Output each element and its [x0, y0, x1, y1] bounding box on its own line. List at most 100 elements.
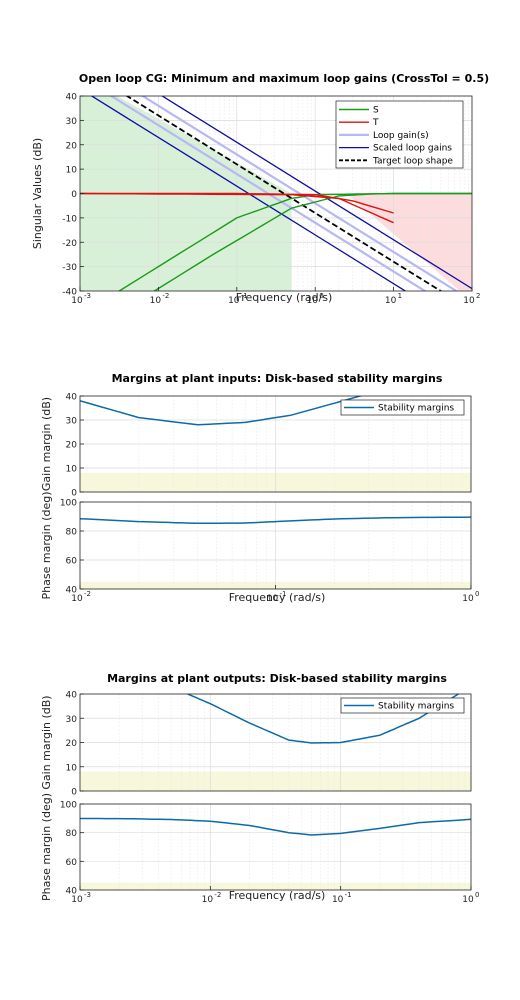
x-tick-label: 10 1: [385, 292, 402, 306]
y-tick-label: -20: [62, 239, 77, 249]
series-group: [80, 396, 363, 426]
x-tick-exp: -1: [345, 891, 352, 899]
x-tick-base: 10: [71, 296, 83, 306]
plot-background: [80, 804, 471, 890]
y-axis-label: Phase margin (deg): [40, 492, 53, 600]
y-tick-label: -30: [62, 263, 77, 273]
chart-title: Margins at plant inputs: Disk-based stab…: [112, 372, 443, 385]
legend-box: [340, 697, 465, 714]
y-tick-label: 30: [66, 417, 78, 427]
x-tick-base: 10: [150, 296, 162, 306]
x-tick-label: 10 0: [306, 292, 323, 306]
x-tick-base: 10: [71, 594, 83, 604]
x-tick-exp: 0: [475, 891, 479, 899]
y-tick-label: 100: [60, 801, 77, 811]
y-tick-label: 60: [66, 557, 78, 567]
S-line: [153, 192, 472, 291]
scaled-loop-gain-line: [90, 96, 407, 291]
x-tick-label: 10 -1: [228, 292, 248, 306]
y-tick-label: 40: [66, 887, 78, 897]
x-tick-label: 10 0: [462, 891, 479, 905]
y-tick-label: 10: [66, 763, 78, 773]
scaled-loop-gain-line: [161, 96, 472, 290]
x-tick-label: 10 0: [462, 590, 479, 604]
x-tick-exp: 1: [398, 292, 402, 300]
x-axis-label: Frequency (rad/s): [229, 591, 326, 604]
y-axis-label: Singular Values (dB): [31, 138, 44, 249]
x-tick-label: 10 -3: [71, 292, 91, 306]
x-tick-exp: -1: [280, 590, 287, 598]
x-tick-base: 10: [71, 895, 83, 905]
y-tick-label: 0: [71, 788, 77, 798]
x-tick-base: 10: [267, 594, 279, 604]
chart-title: Open loop CG: Minimum and maximum loop g…: [79, 72, 489, 85]
x-tick-exp: 0: [475, 590, 479, 598]
series-group: [80, 516, 471, 525]
x-tick-exp: -2: [162, 292, 169, 300]
loop-gain-line: [140, 96, 459, 291]
x-tick-base: 10: [228, 296, 240, 306]
y-tick-label: 40: [66, 691, 78, 701]
x-tick-label: 10 -1: [332, 891, 352, 905]
y-tick-label: 80: [66, 829, 78, 839]
legend-box: [340, 399, 465, 416]
y-tick-label: 60: [66, 858, 78, 868]
legend-entry: Loop gain(s): [373, 131, 429, 141]
y-tick-label: 30: [66, 117, 78, 127]
T-line: [80, 192, 394, 224]
legend-entry: Target loop shape: [372, 156, 453, 166]
y-tick-label: 10: [66, 166, 78, 176]
x-tick-label: 10 2: [463, 292, 480, 306]
y-tick-label: 0: [71, 190, 77, 200]
x-tick-exp: -2: [214, 891, 221, 899]
loop-gain-line: [109, 96, 428, 291]
y-axis-label: Gain margin (dB): [40, 397, 53, 491]
legend-entry: T: [372, 118, 379, 128]
x-tick-exp: 0: [319, 292, 323, 300]
x-tick-exp: 2: [476, 292, 480, 300]
y-tick-label: 80: [66, 528, 78, 538]
target-loop-shape-line: [125, 96, 443, 291]
x-tick-base: 10: [202, 895, 214, 905]
y-tick-label: 40: [66, 586, 78, 596]
x-tick-exp: -1: [241, 292, 248, 300]
x-tick-label: 10 -2: [71, 590, 91, 604]
y-axis-label: Gain margin (dB): [40, 695, 53, 789]
shaded-band: [80, 882, 471, 890]
x-tick-base: 10: [462, 594, 474, 604]
x-tick-exp: -3: [84, 292, 91, 300]
x-tick-base: 10: [332, 895, 344, 905]
y-tick-label: 30: [66, 715, 78, 725]
y-tick-label: -40: [62, 288, 77, 298]
legend-entry: Stability margins: [378, 404, 454, 414]
x-tick-base: 10: [385, 296, 397, 306]
stability-margins-line: [80, 817, 471, 836]
x-tick-label: 10 -3: [71, 891, 91, 905]
x-tick-base: 10: [462, 895, 474, 905]
x-tick-base: 10: [306, 296, 318, 306]
legend-entry: S: [373, 106, 379, 116]
y-axis-label: Phase margin (deg): [40, 793, 53, 901]
x-tick-label: 10 -2: [202, 891, 222, 905]
y-tick-label: 40: [66, 393, 78, 403]
y-tick-label: 0: [71, 489, 77, 499]
x-tick-exp: -2: [84, 590, 91, 598]
legend-entry: Scaled loop gains: [373, 144, 452, 154]
y-tick-label: 10: [66, 465, 78, 475]
y-tick-label: -10: [62, 214, 77, 224]
plot-frame: [79, 803, 472, 891]
y-tick-label: 100: [60, 499, 77, 509]
y-tick-label: 40: [66, 93, 78, 103]
y-tick-label: 20: [66, 739, 78, 749]
stability-margins-line: [80, 396, 363, 426]
x-tick-base: 10: [463, 296, 475, 306]
chart-title: Margins at plant outputs: Disk-based sta…: [107, 672, 447, 685]
series-group: [80, 96, 472, 291]
x-tick-label: 10 -2: [150, 292, 170, 306]
shaded-band: [80, 771, 471, 791]
x-axis-label: Frequency (rad/s): [236, 291, 333, 304]
x-tick-exp: -3: [84, 891, 91, 899]
x-tick-label: 10 -1: [267, 590, 287, 604]
series-group: [80, 817, 471, 836]
